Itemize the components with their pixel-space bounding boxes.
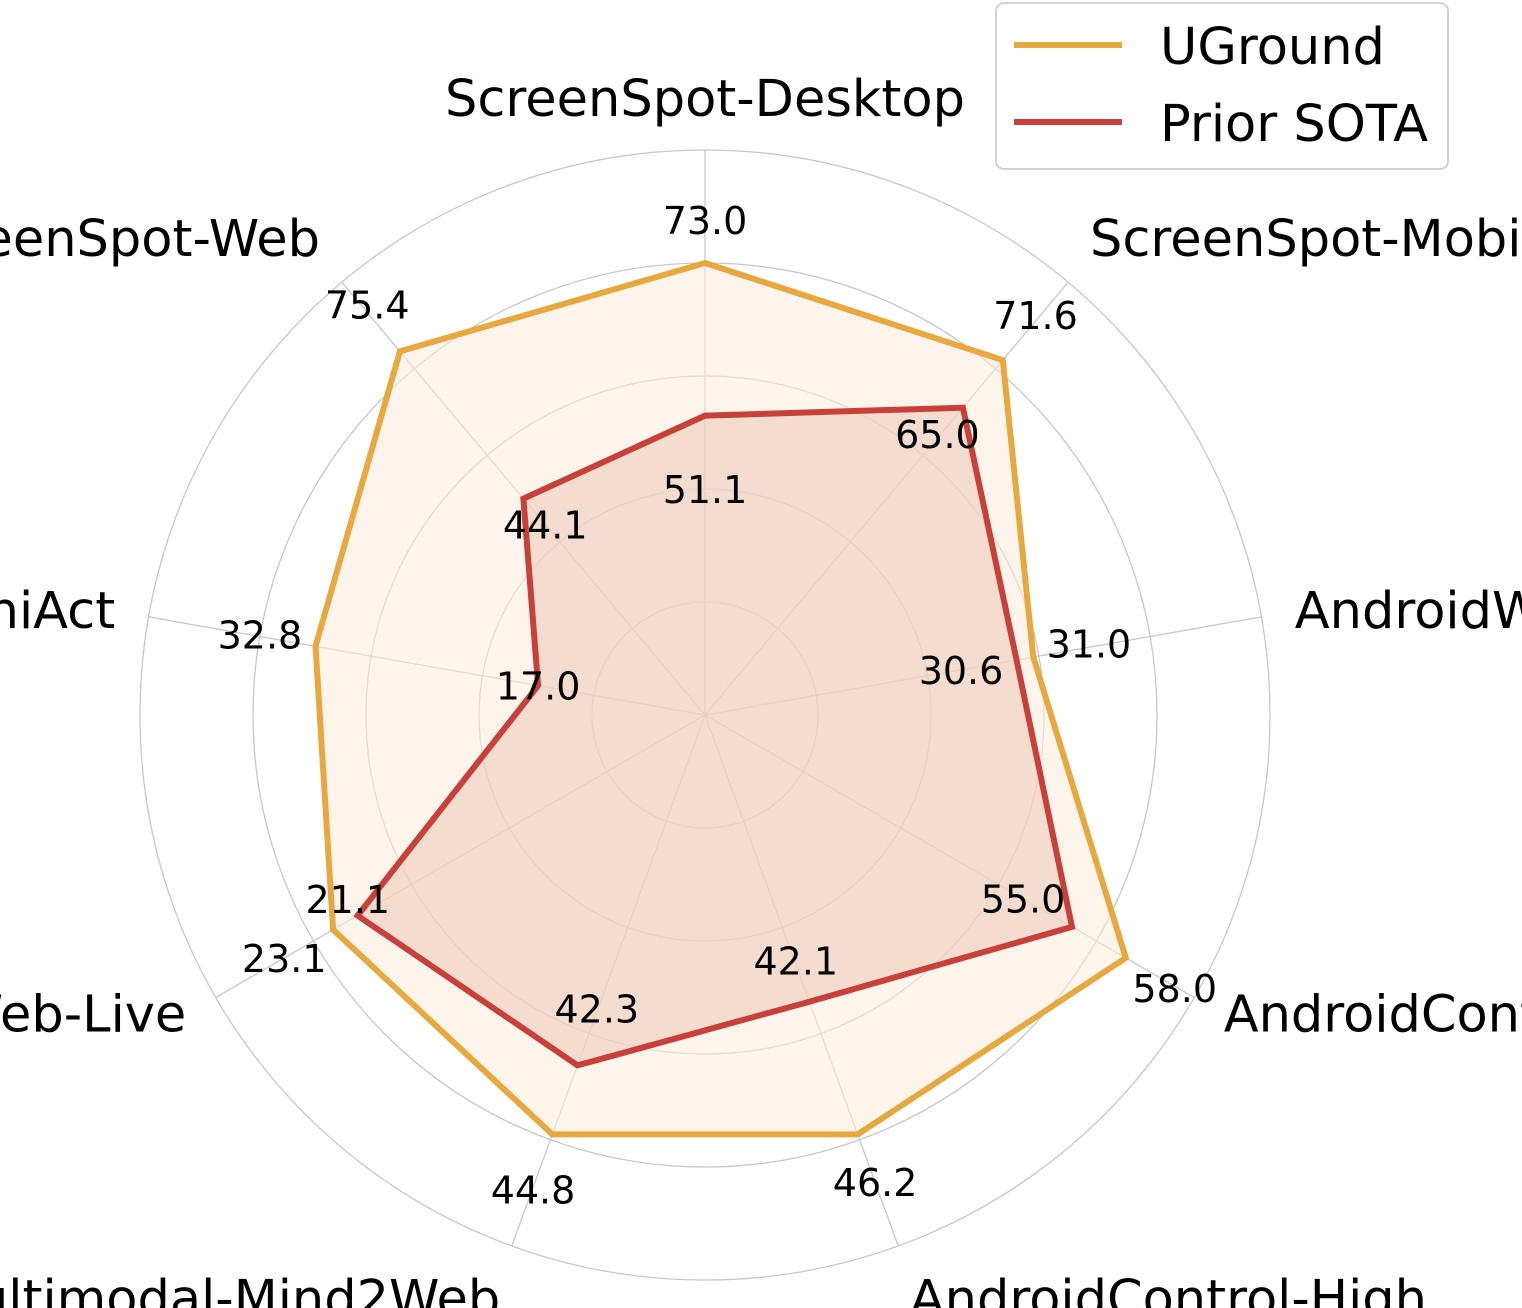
value-label-prior-sota-screenspot-web: 44.1 bbox=[503, 504, 588, 548]
axis-label-androidcontrol-high: AndroidControl-High bbox=[910, 1270, 1427, 1308]
value-label-uground-omniact: 32.8 bbox=[218, 614, 303, 658]
axis-label-omniact: OmniAct bbox=[0, 582, 115, 641]
value-label-prior-sota-omniact: 17.0 bbox=[496, 665, 581, 709]
value-label-uground-screenspot-mobile: 71.6 bbox=[993, 294, 1078, 338]
axis-label-androidcontrol-low: AndroidControl-Low bbox=[1224, 985, 1522, 1044]
series-line-prior-sota bbox=[353, 404, 1076, 1069]
value-label-prior-sota-screenspot-mobile: 65.0 bbox=[895, 413, 980, 457]
legend-label-ugground: UGround bbox=[1160, 18, 1385, 77]
value-label-uground-multimodal-mind2web: 44.8 bbox=[491, 1169, 576, 1213]
value-label-prior-sota-screenspot-desktop: 51.1 bbox=[663, 468, 748, 512]
series-line-uground bbox=[312, 259, 1130, 1138]
legend-label-prior-sota: Prior SOTA bbox=[1160, 95, 1428, 154]
legend: UGround Prior SOTA bbox=[995, 2, 1449, 170]
value-label-prior-sota-androidcontrol-high: 42.1 bbox=[753, 940, 838, 984]
axis-labels: ScreenSpot-Desktop ScreenSpot-Mobile Andro… bbox=[0, 70, 1522, 1308]
axis-label-androidworld: AndroidWorld bbox=[1295, 582, 1522, 641]
series-layer bbox=[312, 259, 1130, 1138]
value-label-uground-androidcontrol-low: 58.0 bbox=[1132, 967, 1217, 1011]
value-label-uground-androidworld: 31.0 bbox=[1047, 622, 1132, 666]
axis-label-mind2web-live: Mind2Web-Live bbox=[0, 985, 186, 1044]
axis-label-multimodal-mind2web: Multimodal-Mind2Web bbox=[0, 1270, 500, 1308]
value-label-prior-sota-androidworld: 30.6 bbox=[919, 649, 1004, 693]
value-labels: 73.0 71.6 31.0 58.0 46.2 44.8 23.1 32.8 75.4 51.1… bbox=[218, 199, 1217, 1213]
value-label-uground-mind2web-live: 23.1 bbox=[242, 937, 327, 981]
axis-label-screenspot-desktop: ScreenSpot-Desktop bbox=[445, 70, 965, 129]
value-label-uground-screenspot-desktop: 73.0 bbox=[663, 199, 748, 243]
axis-label-screenspot-mobile: ScreenSpot-Mobile bbox=[1090, 210, 1522, 269]
value-label-uground-screenspot-web: 75.4 bbox=[325, 284, 410, 328]
axis-label-screenspot-web: ScreenSpot-Web bbox=[0, 210, 320, 269]
value-label-prior-sota-mind2web-live: 21.1 bbox=[305, 878, 390, 922]
series-area-prior-sota bbox=[357, 407, 1073, 1066]
value-label-uground-androidcontrol-high: 46.2 bbox=[833, 1161, 918, 1205]
value-label-prior-sota-androidcontrol-low: 55.0 bbox=[981, 878, 1066, 922]
value-label-prior-sota-multimodal-mind2web: 42.3 bbox=[554, 987, 639, 1031]
